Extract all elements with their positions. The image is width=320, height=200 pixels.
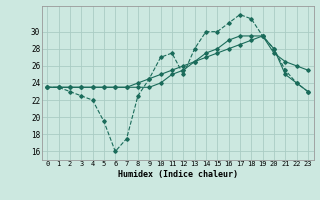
X-axis label: Humidex (Indice chaleur): Humidex (Indice chaleur) xyxy=(118,170,237,179)
